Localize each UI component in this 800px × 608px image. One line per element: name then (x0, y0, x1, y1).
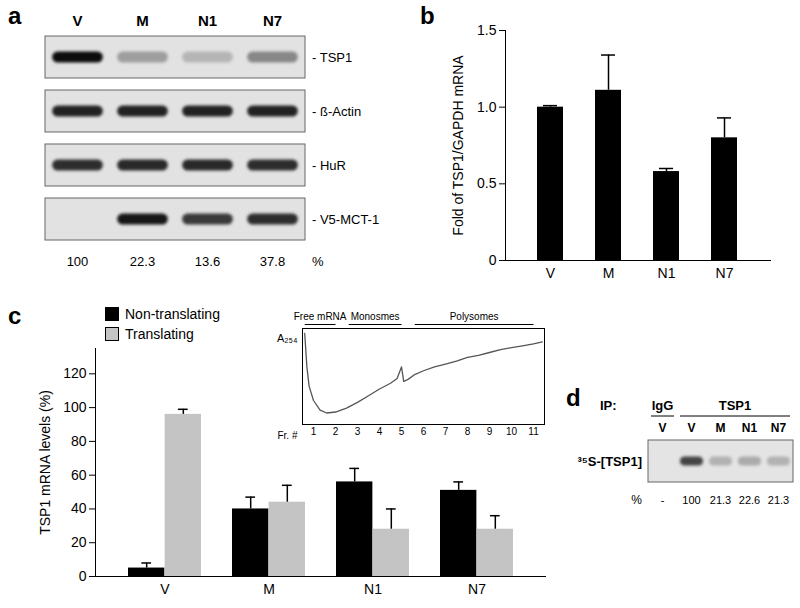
svg-text:Fr. #: Fr. # (277, 430, 297, 441)
svg-text:N1: N1 (742, 421, 758, 435)
svg-text:100: 100 (67, 254, 89, 269)
svg-text:N1: N1 (198, 12, 217, 29)
svg-text:IP:: IP: (600, 398, 617, 413)
svg-text:IgG: IgG (652, 398, 674, 413)
svg-text:%: % (312, 254, 324, 269)
svg-text:100: 100 (682, 494, 700, 506)
svg-text:7: 7 (443, 426, 449, 437)
svg-text:80: 80 (71, 433, 87, 449)
svg-text:3: 3 (355, 426, 361, 437)
svg-text:1: 1 (311, 426, 317, 437)
svg-text:N1: N1 (364, 581, 382, 597)
svg-text:- ß-Actin: - ß-Actin (312, 104, 361, 119)
svg-text:N1: N1 (658, 265, 676, 281)
svg-text:N7: N7 (716, 265, 734, 281)
html-text:d: d (566, 384, 581, 411)
svg-text:N7: N7 (771, 421, 787, 435)
svg-text:N7: N7 (263, 12, 282, 29)
svg-text:37.8: 37.8 (260, 254, 285, 269)
svg-text:M: M (603, 265, 615, 281)
svg-text:%: % (631, 493, 642, 507)
svg-text:A₂₅₄: A₂₅₄ (277, 332, 298, 344)
svg-text:V: V (687, 421, 695, 435)
html-text:Translating: Translating (125, 326, 194, 342)
svg-text:Monosmes: Monosmes (351, 311, 400, 322)
svg-text:100: 100 (63, 399, 87, 415)
svg-text:³⁵S-[TSP1]: ³⁵S-[TSP1] (577, 454, 642, 469)
svg-text:Fold of TSP1/GAPDH mRNA: Fold of TSP1/GAPDH mRNA (450, 55, 466, 236)
svg-text:8: 8 (465, 426, 471, 437)
svg-text:- TSP1: - TSP1 (312, 50, 352, 65)
svg-text:0.5: 0.5 (477, 175, 497, 191)
html-text:a: a (8, 2, 22, 29)
svg-text:V: V (658, 421, 666, 435)
svg-text:M: M (263, 581, 275, 597)
svg-text:10: 10 (506, 426, 518, 437)
svg-text:6: 6 (421, 426, 427, 437)
svg-text:5: 5 (399, 426, 405, 437)
html-text:c: c (8, 302, 22, 329)
svg-text:Polysomes: Polysomes (450, 311, 499, 322)
svg-text:20: 20 (71, 534, 87, 550)
svg-text:21.3: 21.3 (710, 494, 731, 506)
svg-text:V: V (546, 265, 556, 281)
html-text:Non-translating: Non-translating (125, 306, 220, 322)
svg-text:- HuR: - HuR (312, 158, 346, 173)
html-text:b: b (420, 2, 435, 29)
svg-text:4: 4 (377, 426, 383, 437)
svg-text:22.3: 22.3 (130, 254, 155, 269)
svg-text:1.0: 1.0 (477, 99, 497, 115)
svg-text:M: M (716, 421, 726, 435)
svg-text:1.5: 1.5 (477, 22, 497, 38)
svg-text:11: 11 (528, 426, 539, 437)
svg-text:N7: N7 (468, 581, 486, 597)
svg-text:V: V (72, 12, 82, 29)
svg-text:40: 40 (71, 500, 87, 516)
svg-text:60: 60 (71, 467, 87, 483)
svg-text:M: M (136, 12, 149, 29)
svg-text:TSP1 mRNA levels (%): TSP1 mRNA levels (%) (37, 390, 53, 535)
svg-text:V: V (160, 581, 170, 597)
svg-text:0: 0 (79, 568, 87, 584)
svg-text:2: 2 (333, 426, 339, 437)
svg-text:22.6: 22.6 (739, 494, 760, 506)
svg-text:0: 0 (489, 252, 497, 268)
svg-text:21.3: 21.3 (768, 494, 789, 506)
svg-text:- V5-MCT-1: - V5-MCT-1 (312, 212, 379, 227)
svg-text:TSP1: TSP1 (719, 398, 752, 413)
svg-text:13.6: 13.6 (195, 254, 220, 269)
svg-text:Free mRNA: Free mRNA (294, 311, 347, 322)
svg-text:120: 120 (63, 365, 87, 381)
svg-text:-: - (661, 494, 665, 506)
svg-text:9: 9 (487, 426, 493, 437)
